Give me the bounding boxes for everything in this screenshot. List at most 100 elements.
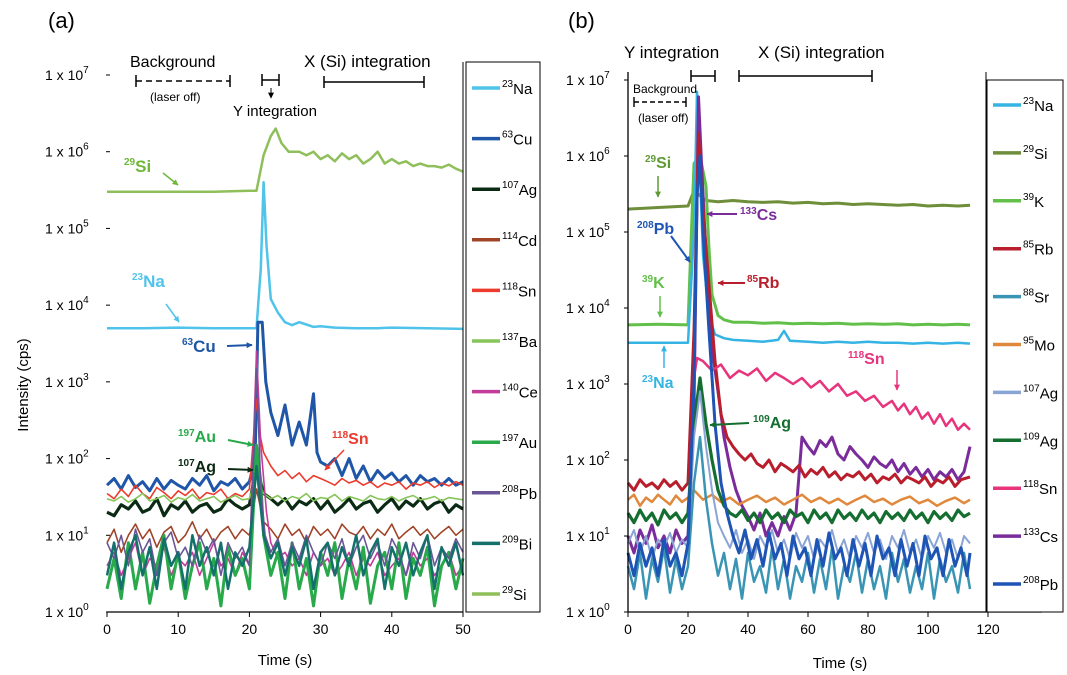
panel-b-legend: 23Na 29Si 39K 85Rb 88Sr 95Mo 107Ag 109Ag 118Sn 13… xyxy=(993,96,1058,594)
panel-b-y-ticks: 1 x 100 1 x 101 1 x 102 1 x 103 1 x 104 1 x 1… xyxy=(566,70,628,620)
b-label-rb: 85Rb xyxy=(747,274,780,292)
a-annot-background: Background xyxy=(130,54,215,71)
b-label-na: 23Na xyxy=(642,374,674,392)
panel-a-series-ce xyxy=(106,350,464,577)
panel-b-y-tick-label: 1 x 106 xyxy=(566,146,610,164)
panel-a-legend-item: 197Au xyxy=(502,433,537,452)
panel-b-legend-item: 133Cs xyxy=(1023,527,1058,546)
panel-a-legend-item: 140Ce xyxy=(502,383,538,402)
panel-a-x-ticks: 0 10 20 30 40 50 xyxy=(103,612,471,637)
panel-a-x-axis-label: Time (s) xyxy=(258,652,312,669)
panel-a-series-ba xyxy=(106,474,464,503)
panel-b-legend-item: 95Mo xyxy=(1023,336,1055,355)
panel-b-series-ag109 xyxy=(626,376,971,527)
panel-a-x-tick-label: 20 xyxy=(242,621,258,637)
panel-a-legend-item: 137Ba xyxy=(502,332,538,351)
panel-b-legend-item: 118Sn xyxy=(1023,479,1057,498)
panel-a-legend-item: 107Ag xyxy=(502,180,537,199)
panel-b-x-tick-label: 20 xyxy=(680,621,696,637)
panel-a-legend: 23Na 63Cu 107Ag 114Cd 118Sn 137Ba 140Ce 197Au 20… xyxy=(472,79,538,604)
b-label-sn: 118Sn xyxy=(848,350,885,368)
a-arrow-na xyxy=(165,303,180,323)
a-arrow-sn xyxy=(324,449,345,471)
b-arrow-pb xyxy=(670,235,691,263)
panel-b-y-tick-label: 1 x 105 xyxy=(566,222,610,240)
panel-b-x-axis-label: Time (s) xyxy=(813,655,867,672)
panel-b-x-tick-label: 40 xyxy=(740,621,756,637)
panel-b-y-tick-label: 1 x 102 xyxy=(566,450,610,468)
a-label-au: 197Au xyxy=(178,428,216,446)
panel-a-y-tick-label: 1 x 106 xyxy=(45,142,89,160)
b-arrow-ag xyxy=(709,421,750,428)
panel-b-x-tick-label: 100 xyxy=(916,621,940,637)
panel-b-series-si xyxy=(627,189,971,211)
panel-a-series-pb208 xyxy=(106,367,464,577)
panel-b-legend-item: 88Sr xyxy=(1023,288,1049,307)
panel-a-series-sn118 xyxy=(106,398,464,500)
panel-b-x-tick-label: 80 xyxy=(860,621,876,637)
panel-b-legend-item: 39K xyxy=(1023,192,1044,211)
a-arrow-ag xyxy=(227,466,254,473)
panel-b-series-rb xyxy=(626,131,971,492)
panel-label-a: (a) xyxy=(48,8,75,33)
b-annot-x-integration: X (Si) integration xyxy=(758,43,885,62)
panel-b-series-na xyxy=(628,90,971,345)
panel-b-series-sn118 xyxy=(692,356,971,432)
panel-b: 1 x 100 1 x 101 1 x 102 1 x 103 1 x 104 1 x 1… xyxy=(566,43,1064,672)
b-label-si: 29Si xyxy=(645,154,671,172)
panel-b-legend-item: 29Si xyxy=(1023,144,1047,163)
panel-a-series-na xyxy=(107,180,464,331)
panel-b-legend-item: 23Na xyxy=(1023,96,1054,115)
panel-a-series-bi xyxy=(105,464,465,591)
panel-a-legend-box xyxy=(465,61,541,613)
a-arrow-si xyxy=(162,172,179,186)
b-annot-laser-off: (laser off) xyxy=(638,111,688,125)
panel-a-legend-item: 29Si xyxy=(502,585,526,604)
b-label-pb: 208Pb xyxy=(637,220,674,238)
panel-a-x-tick-label: 10 xyxy=(170,621,186,637)
panel-a-y-ticks: 1 x 100 1 x 101 1 x 102 1 x 103 1 x 104 1 x 1… xyxy=(45,65,110,620)
panel-a-legend-item: 23Na xyxy=(502,79,533,98)
panel-a-y-tick-label: 1 x 100 xyxy=(45,602,89,620)
panel-a-x-tick-label: 40 xyxy=(384,621,400,637)
a-label-na: 23Na xyxy=(132,272,165,291)
panel-b-series-k xyxy=(627,154,971,327)
panel-b-legend-item: 85Rb xyxy=(1023,240,1053,259)
panel-b-x-tick-label: 120 xyxy=(976,621,1000,637)
panel-a-series-si xyxy=(107,127,464,194)
panel-a-series-au xyxy=(105,443,465,608)
b-label-ag: 109Ag xyxy=(753,414,791,432)
panel-b-y-tick-label: 1 x 100 xyxy=(566,602,610,620)
panel-a-x-tick-label: 0 xyxy=(103,621,111,637)
a-annot-x-integration: X (Si) integration xyxy=(304,52,431,71)
b-label-cs: 133Cs xyxy=(740,206,777,224)
panel-b-x-tick-label: 60 xyxy=(800,621,816,637)
panel-a-series-cd xyxy=(106,488,464,554)
panel-a-legend-item: 114Cd xyxy=(502,231,537,250)
a-arrow-au xyxy=(227,439,254,447)
panel-a-legend-item: 118Sn xyxy=(502,281,536,300)
panel-b-series-pb208 xyxy=(626,154,972,578)
panel-b-series-cs xyxy=(626,95,972,555)
panel-a: 1 x 100 1 x 101 1 x 102 1 x 103 1 x 104 1 x 1… xyxy=(45,52,541,669)
y-axis-label: Intensity (cps) xyxy=(15,338,32,431)
a-label-sn: 118Sn xyxy=(332,430,369,448)
panel-a-legend-item: 208Pb xyxy=(502,484,537,503)
a-label-si: 29Si xyxy=(124,157,151,176)
b-annot-background: Background xyxy=(633,82,697,96)
panel-b-y-tick-label: 1 x 101 xyxy=(566,526,610,544)
a-annot-laser-off: (laser off) xyxy=(150,90,200,104)
panel-a-y-tick-label: 1 x 103 xyxy=(45,372,89,390)
panel-b-y-tick-label: 1 x 104 xyxy=(566,298,610,316)
a-label-cu: 63Cu xyxy=(182,337,216,356)
panel-a-y-tick-label: 1 x 102 xyxy=(45,449,89,467)
a-annot-y-integration: Y integration xyxy=(233,103,317,120)
panel-a-y-tick-label: 1 x 101 xyxy=(45,525,89,543)
panel-a-x-tick-label: 30 xyxy=(313,621,329,637)
b-annot-y-integration: Y integration xyxy=(624,43,719,62)
panel-a-legend-item: 63Cu xyxy=(502,130,532,149)
panel-a-y-tick-label: 1 x 104 xyxy=(45,295,89,313)
panel-a-legend-item: 209Bi xyxy=(502,534,532,553)
panel-label-b: (b) xyxy=(568,8,595,33)
panel-a-y-tick-label: 1 x 105 xyxy=(45,218,89,236)
